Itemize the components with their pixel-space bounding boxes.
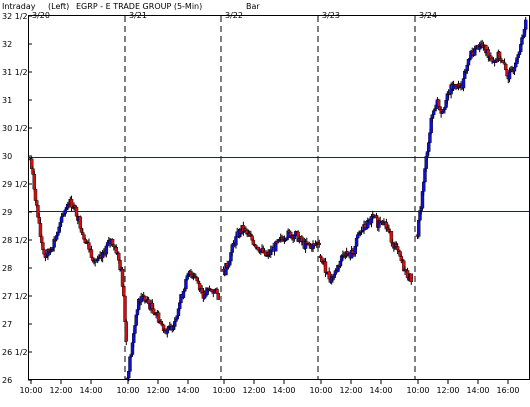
x-tick-label: 10:00 (406, 386, 429, 395)
price-bar (128, 356, 132, 374)
y-tick-label: 30 1/2 (2, 124, 28, 133)
day-label: 3/23 (322, 11, 340, 20)
price-bar-body (417, 219, 421, 237)
y-tick-label: 30 (2, 152, 12, 161)
header-timeframe: Intraday (2, 2, 36, 11)
day-labels: 3/20 3/21 3/22 3/23 3/24 (32, 11, 437, 20)
price-bar-body (89, 249, 94, 258)
price-bar-body (120, 268, 125, 287)
y-tick-label: 29 (2, 208, 12, 217)
price-bar-body (59, 216, 64, 223)
price-bar-body (63, 209, 68, 214)
price-bar-body (226, 264, 231, 268)
price-bar-body (122, 286, 126, 297)
price-bar-body (39, 236, 44, 243)
x-tick-label: 12:00 (436, 386, 459, 395)
y-tick-label: 32 (2, 40, 12, 49)
x-tick-label: 10:00 (116, 386, 139, 395)
price-bar-body (507, 71, 512, 80)
price-bar-body (33, 188, 38, 201)
y-tick-label: 31 1/2 (2, 68, 28, 77)
chart-title: EGRP - E TRADE GROUP (5-Min) (76, 2, 202, 11)
price-bar-body (426, 142, 431, 152)
price-bar (504, 63, 508, 71)
day-label: 3/24 (419, 11, 437, 20)
plot-frame (28, 15, 530, 380)
x-tick-label: 14:00 (369, 386, 392, 395)
y-tick-label: 26 1/2 (2, 348, 28, 357)
price-bar-body (124, 321, 128, 342)
price-bar-body (422, 181, 426, 192)
y-tick-label: 27 1/2 (2, 292, 28, 301)
price-bar (409, 273, 413, 285)
price-bar-body (409, 273, 413, 283)
header-style: Bar (246, 2, 260, 11)
price-bar-body (234, 236, 238, 246)
x-tick-label: 16:00 (496, 386, 519, 395)
day-separators (124, 16, 416, 380)
price-bar-body (395, 246, 400, 251)
y-tick-label: 31 (2, 96, 12, 105)
price-bar-body (128, 356, 132, 372)
y-tick-label: 32 1/2 (2, 12, 28, 21)
y-tick-label: 28 (2, 264, 12, 273)
price-bar-body (514, 63, 518, 68)
price-bar-body (123, 295, 127, 322)
price-bar-body (323, 261, 328, 273)
price-bar-body (523, 19, 528, 30)
x-tick-label: 12:00 (146, 386, 169, 395)
price-bar-body (41, 242, 45, 250)
day-label: 3/22 (225, 11, 243, 20)
price-bar-body (110, 239, 115, 245)
y-tick-label: 28 1/2 (2, 236, 28, 245)
x-tick-label: 14:00 (79, 386, 102, 395)
horizontal-lines (28, 157, 529, 212)
x-axis: 10:00 12:00 14:00 10:00 12:00 14:00 10:00 12:00… (19, 380, 520, 395)
price-bar-body (133, 325, 137, 334)
price-bar-body (436, 99, 441, 107)
price-bar (124, 319, 128, 346)
y-tick-label: 26 (2, 376, 12, 385)
header-axis-side: (Left) (48, 2, 69, 11)
price-bar-body (461, 78, 466, 89)
price-bar-body (431, 110, 436, 115)
price-bar-body (230, 244, 234, 253)
price-bar-body (354, 237, 359, 247)
day-label: 3/20 (32, 11, 50, 20)
price-bar-body (215, 288, 219, 294)
y-tick-label: 29 1/2 (2, 180, 28, 189)
price-bar-body (216, 293, 220, 300)
price-bars (28, 16, 528, 382)
day-label: 3/21 (129, 11, 147, 20)
price-bar (33, 186, 38, 202)
x-tick-label: 10:00 (309, 386, 332, 395)
price-bar-body (165, 330, 169, 334)
price-bar-body (112, 244, 116, 247)
x-tick-label: 10:00 (212, 386, 235, 395)
price-bar (216, 292, 220, 300)
price-bar-body (504, 63, 508, 71)
x-tick-label: 12:00 (339, 386, 362, 395)
x-tick-label: 12:00 (49, 386, 72, 395)
y-axis: 26 26 1/2 27 27 1/2 28 28 1/2 29 29 1/2 30 30 1/2… (2, 12, 32, 385)
price-bar (523, 16, 528, 33)
price-bar (417, 219, 421, 239)
x-tick-label: 14:00 (176, 386, 199, 395)
price-bar-body (78, 216, 82, 229)
x-tick-label: 14:00 (272, 386, 295, 395)
x-tick-label: 10:00 (19, 386, 42, 395)
x-tick-label: 12:00 (242, 386, 265, 395)
price-bar-body (81, 232, 85, 235)
y-tick-label: 27 (2, 320, 12, 329)
price-bar (317, 239, 321, 248)
x-tick-label: 14:00 (466, 386, 489, 395)
price-bar-body (317, 243, 321, 246)
